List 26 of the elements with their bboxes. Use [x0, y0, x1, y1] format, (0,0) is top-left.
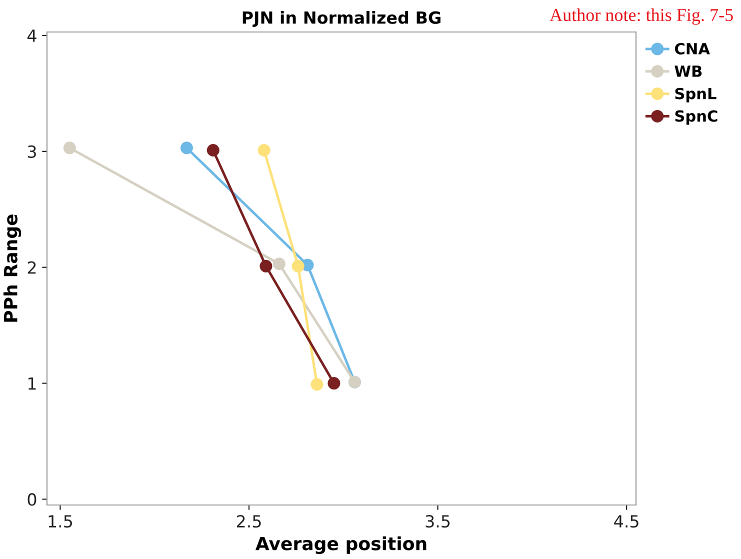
y-axis-title: PPh Range [4, 214, 22, 322]
point [328, 377, 340, 390]
x-tick-label: 2.5 [236, 515, 261, 528]
point [206, 144, 220, 156]
point [258, 144, 270, 156]
legend-label: SpnC [675, 110, 718, 125]
y-tick-label: 0 [28, 493, 36, 506]
y-tick-label: 2 [28, 261, 36, 274]
y-tick-label: 4 [27, 30, 36, 42]
point [292, 260, 304, 272]
point [63, 142, 76, 154]
point [272, 258, 286, 270]
x-axis-title: Average position [255, 536, 426, 554]
y-tick-label: 1 [28, 377, 36, 390]
point [310, 378, 324, 391]
point [180, 142, 193, 154]
x-tick-label: 4.5 [614, 515, 638, 528]
point [260, 260, 272, 272]
legend-label: CNA [674, 42, 710, 55]
x-tick-label: 1.5 [48, 515, 72, 528]
legend-label: SpnL [675, 88, 716, 102]
chart-title: PJN in Normalized BG [242, 11, 440, 28]
y-tick-label: 3 [28, 145, 36, 158]
legend-label: WB [674, 66, 702, 77]
x-tick-label: 3.5 [426, 515, 450, 528]
text: Author note: this Fig. 7-5 [550, 8, 733, 25]
